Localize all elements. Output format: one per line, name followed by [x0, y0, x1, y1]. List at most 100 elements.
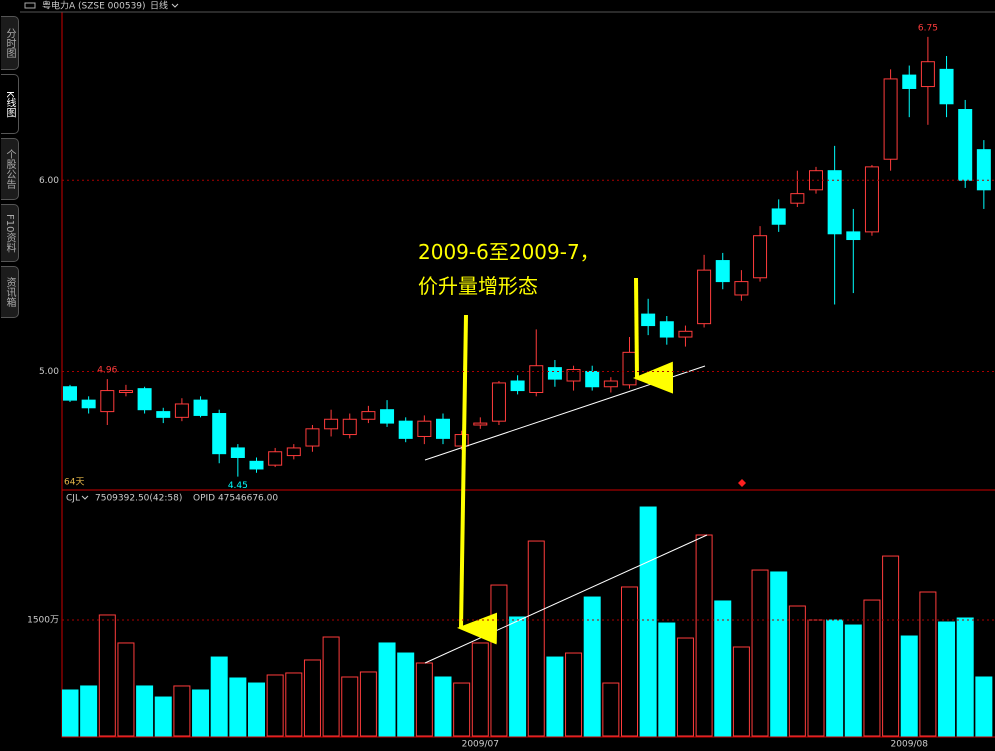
volume-bar	[415, 662, 433, 737]
volume-bar	[751, 569, 769, 737]
candle-body	[622, 351, 637, 386]
volume-bar	[266, 674, 284, 737]
volume-bar	[714, 600, 732, 737]
high-label: 4.96	[97, 366, 117, 376]
volume-bar	[490, 584, 508, 737]
candle-body	[939, 68, 954, 105]
candle-body	[174, 403, 189, 418]
header-period[interactable]: 日线	[150, 0, 168, 12]
y-tick-label: 6.00	[39, 176, 59, 186]
volume-bar	[770, 571, 788, 737]
candle-body	[958, 109, 973, 181]
volume-bar	[807, 619, 825, 737]
candle-body	[920, 61, 935, 88]
candle-body	[753, 235, 768, 279]
volume-bar	[62, 689, 79, 737]
tab[interactable]: 个股公告	[1, 138, 19, 200]
trend-line	[424, 365, 706, 461]
dropdown-arrow[interactable]	[81, 495, 89, 500]
dropdown-arrow[interactable]	[171, 3, 179, 8]
high-label: 6.75	[918, 23, 938, 33]
candle-body	[436, 418, 450, 439]
candle-body	[380, 409, 395, 424]
candle-body	[827, 170, 842, 235]
volume-bar	[285, 672, 303, 737]
candle-body	[864, 166, 879, 233]
candle-body	[846, 231, 861, 241]
candle-body	[641, 313, 656, 327]
volume-bar	[732, 646, 750, 737]
candle-body	[790, 193, 805, 204]
candle-body	[268, 451, 283, 466]
volume-bar	[956, 617, 974, 737]
tab[interactable]: 分时图	[1, 16, 19, 70]
volume-bar	[639, 506, 657, 737]
volume-title[interactable]: CJL	[66, 494, 80, 504]
volume-bar	[378, 642, 396, 737]
volume-bar	[546, 656, 564, 737]
tab[interactable]: F10资料	[1, 204, 19, 262]
volume-bar	[80, 685, 98, 737]
volume-bar	[229, 677, 247, 737]
candle-body	[734, 281, 749, 296]
candle-body	[454, 434, 469, 447]
volume-bar	[509, 616, 527, 737]
candle-body	[585, 370, 600, 388]
candle-body	[361, 411, 376, 420]
volume-bar	[117, 642, 135, 737]
candle-body	[491, 382, 506, 422]
y-tick-label: 5.00	[39, 367, 59, 377]
volume-bar	[658, 622, 676, 737]
candle-body	[678, 330, 693, 338]
arrow	[633, 277, 674, 394]
candle-body	[212, 413, 227, 455]
volume-bar	[602, 682, 620, 737]
candle-body	[118, 390, 133, 393]
marker	[738, 479, 746, 487]
candle-body	[398, 420, 413, 439]
candle-body	[193, 399, 208, 416]
candle-body	[529, 365, 544, 393]
period-label: 64天	[64, 478, 84, 488]
volume-bar	[322, 636, 340, 737]
annotation: 2009-6至2009-7，	[418, 240, 600, 264]
volume-bar	[248, 682, 265, 737]
candle-body	[100, 390, 115, 413]
volume-bar	[788, 605, 806, 737]
volume-bar	[863, 599, 881, 737]
candle-body	[603, 380, 618, 388]
y-tick-label: 1500万	[27, 616, 59, 626]
volume-bar	[397, 652, 415, 737]
candle-body	[81, 399, 96, 409]
volume-bar	[192, 689, 210, 737]
volume-bar	[527, 540, 545, 737]
candle-body	[566, 369, 581, 382]
volume-bar	[621, 586, 638, 737]
candle-body	[137, 388, 152, 411]
volume-bar	[919, 591, 937, 737]
candle-body	[547, 367, 562, 380]
volume-info: 7509392.50(42:58)	[95, 494, 182, 504]
marks	[62, 36, 993, 737]
volume-bar	[173, 685, 191, 737]
tab[interactable]: 资讯箱	[1, 266, 19, 318]
volume-bar	[882, 555, 900, 737]
volume-bar	[826, 619, 844, 737]
volume-bar	[471, 642, 489, 737]
volume-bar	[303, 659, 321, 737]
tab[interactable]: K线图	[1, 74, 19, 134]
x-tick-label: 2009/08	[891, 740, 929, 750]
arrow	[457, 314, 498, 645]
volume-bar	[359, 671, 377, 737]
candle-body	[305, 428, 320, 447]
volume-bar	[136, 685, 154, 737]
volume-bar	[154, 696, 172, 737]
candle-body	[902, 74, 917, 89]
annotation: 价升量增形态	[418, 274, 538, 298]
candle-body	[324, 418, 339, 430]
candle-body	[156, 411, 171, 418]
x-tick-label: 2009/07	[462, 740, 499, 750]
volume-bar	[434, 676, 452, 737]
